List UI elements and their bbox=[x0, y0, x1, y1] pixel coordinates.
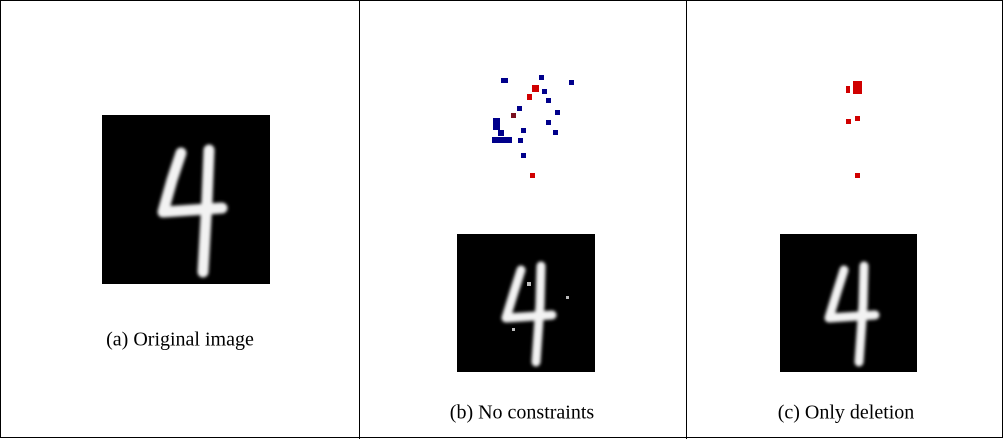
original-image bbox=[102, 115, 270, 284]
adversarial-image bbox=[457, 234, 595, 372]
caption: (b) No constraints bbox=[450, 402, 595, 424]
figure: (a) Original image (b) No constraints bbox=[0, 0, 1004, 439]
caption: (a) Original image bbox=[106, 329, 254, 351]
caption: (c) Only deletion bbox=[778, 402, 915, 424]
adversarial-image bbox=[780, 234, 917, 372]
